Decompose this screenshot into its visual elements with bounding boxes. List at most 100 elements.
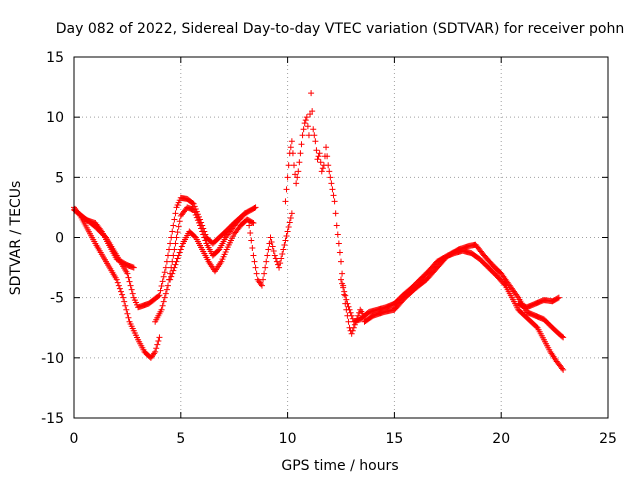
data-point-plus bbox=[119, 291, 126, 298]
data-point-plus bbox=[258, 282, 265, 289]
data-point-plus bbox=[123, 306, 130, 313]
data-point-plus bbox=[314, 156, 321, 163]
data-point-plus bbox=[125, 314, 132, 321]
data-point-plus bbox=[170, 222, 177, 229]
data-point-plus bbox=[304, 123, 311, 130]
data-point-plus bbox=[338, 258, 344, 265]
data-point-plus bbox=[167, 240, 174, 247]
data-point-plus bbox=[560, 334, 567, 341]
data-point-plus bbox=[127, 282, 134, 289]
data-point-plus bbox=[299, 132, 306, 139]
data-point-plus bbox=[308, 90, 315, 97]
data-point-plus bbox=[324, 153, 331, 160]
data-point-plus bbox=[177, 246, 184, 253]
chart-title: Day 082 of 2022, Sidereal Day-to-day VTE… bbox=[56, 21, 624, 37]
data-point-plus bbox=[285, 223, 292, 230]
y-tick-label: 0 bbox=[55, 231, 64, 247]
data-point-plus bbox=[339, 280, 346, 287]
data-point-plus bbox=[348, 330, 355, 337]
data-point-plus bbox=[130, 264, 137, 271]
data-point-plus bbox=[286, 219, 293, 226]
data-point-plus bbox=[171, 246, 178, 253]
data-point-plus bbox=[287, 144, 294, 151]
data-point-plus bbox=[168, 273, 175, 280]
series-1 bbox=[71, 204, 163, 361]
data-point-plus bbox=[269, 243, 276, 250]
data-point-plus bbox=[263, 258, 270, 265]
data-point-plus bbox=[330, 192, 337, 199]
data-point-plus bbox=[159, 278, 166, 285]
data-point-plus bbox=[307, 111, 314, 118]
data-point-plus bbox=[191, 233, 198, 240]
data-point-plus bbox=[298, 141, 305, 148]
data-point-plus bbox=[97, 227, 104, 234]
data-point-plus bbox=[302, 117, 309, 124]
data-point-plus bbox=[341, 288, 348, 295]
data-point-plus bbox=[170, 267, 177, 274]
data-point-plus bbox=[272, 255, 279, 262]
grid bbox=[74, 57, 608, 418]
data-point-plus bbox=[349, 327, 356, 334]
data-point-plus bbox=[195, 219, 202, 226]
data-point-plus bbox=[295, 168, 302, 175]
data-point-plus bbox=[164, 252, 171, 259]
data-point-plus bbox=[340, 284, 347, 291]
data-point-plus bbox=[172, 261, 179, 268]
data-point-plus bbox=[276, 264, 283, 271]
data-point-plus bbox=[301, 120, 308, 127]
data-point-plus bbox=[289, 150, 296, 157]
data-point-plus bbox=[122, 302, 129, 309]
data-point-plus bbox=[285, 162, 292, 169]
data-point-plus bbox=[345, 318, 352, 325]
data-point-plus bbox=[332, 210, 339, 217]
data-point-plus bbox=[273, 258, 280, 265]
data-point-plus bbox=[559, 365, 566, 372]
data-point-plus bbox=[155, 337, 162, 344]
data-point-plus bbox=[114, 279, 121, 286]
data-point-plus bbox=[287, 214, 294, 221]
x-tick-label: 25 bbox=[599, 431, 617, 447]
data-point-plus bbox=[284, 174, 291, 181]
data-point-plus bbox=[329, 186, 336, 193]
data-point-plus bbox=[334, 231, 341, 238]
series-3 bbox=[81, 216, 137, 271]
data-point-plus bbox=[315, 153, 322, 160]
data-point-plus bbox=[163, 286, 170, 293]
data-point-plus bbox=[190, 206, 197, 213]
data-point-plus bbox=[169, 228, 176, 235]
series-7 bbox=[282, 90, 366, 337]
data-point-plus bbox=[164, 282, 171, 289]
data-point-plus bbox=[113, 276, 120, 283]
data-point-plus bbox=[156, 334, 163, 341]
data-point-plus bbox=[305, 132, 312, 139]
data-marks bbox=[71, 90, 567, 373]
axis-ticks: 0 5 10 15 20 25 -15 -10 -5 0 5 10 15 bbox=[41, 50, 617, 447]
data-point-plus bbox=[153, 345, 160, 352]
data-point-plus bbox=[319, 165, 326, 172]
data-point-plus bbox=[560, 366, 567, 373]
data-point-plus bbox=[281, 242, 288, 249]
data-point-plus bbox=[124, 310, 131, 317]
data-point-plus bbox=[202, 237, 209, 244]
data-point-plus bbox=[335, 240, 342, 247]
y-tick-label: -5 bbox=[50, 291, 64, 307]
data-point-plus bbox=[265, 246, 272, 253]
data-point-plus bbox=[215, 247, 222, 254]
data-point-plus bbox=[156, 292, 163, 299]
data-point-plus bbox=[161, 294, 168, 301]
data-point-plus bbox=[318, 168, 325, 175]
data-point-plus bbox=[191, 203, 198, 210]
data-point-plus bbox=[328, 180, 335, 187]
x-tick-label: 10 bbox=[279, 431, 297, 447]
data-point-plus bbox=[312, 138, 319, 145]
data-point-plus bbox=[316, 150, 323, 157]
data-point-plus bbox=[251, 258, 258, 265]
y-tick-label: 15 bbox=[46, 50, 64, 66]
data-point-plus bbox=[116, 285, 123, 292]
data-point-plus bbox=[158, 306, 165, 313]
data-point-plus bbox=[172, 240, 179, 247]
data-point-plus bbox=[296, 159, 303, 166]
data-point-plus bbox=[161, 269, 168, 276]
data-point-plus bbox=[175, 223, 182, 230]
data-point-plus bbox=[160, 273, 167, 280]
